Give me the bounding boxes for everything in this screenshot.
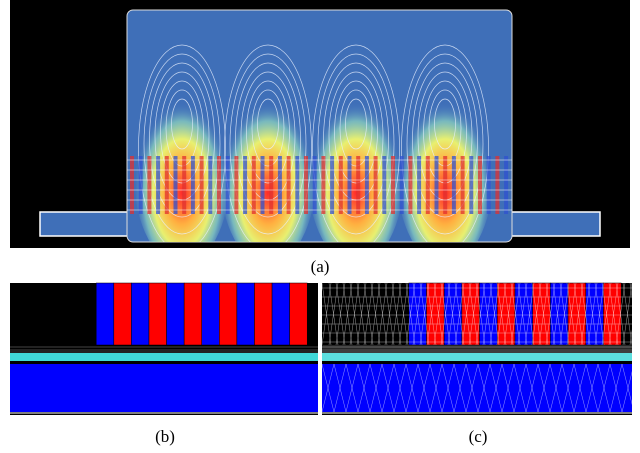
magnet-stripe bbox=[234, 156, 238, 214]
magnet-stripe bbox=[191, 156, 195, 214]
back-iron bbox=[10, 364, 318, 412]
magnet-stripe bbox=[408, 156, 412, 214]
magnet bbox=[149, 283, 167, 345]
magnet-stripe bbox=[461, 156, 465, 214]
magnet-stripe bbox=[426, 156, 430, 214]
magnet bbox=[184, 283, 202, 345]
magnet-stripe bbox=[182, 156, 186, 214]
magnet bbox=[167, 283, 185, 345]
magnet bbox=[272, 283, 290, 345]
magnet-stripe bbox=[374, 156, 378, 214]
caption: (b) bbox=[155, 427, 175, 446]
magnet-stripe bbox=[339, 156, 343, 214]
magnet-stripe bbox=[165, 156, 169, 214]
magnet bbox=[96, 283, 114, 345]
magnet bbox=[237, 283, 255, 345]
magnet-stripe bbox=[435, 156, 439, 214]
magnet-stripe bbox=[365, 156, 369, 214]
magnet-stripe bbox=[304, 156, 308, 214]
magnet-stripe bbox=[487, 156, 491, 214]
magnet-stripe bbox=[252, 156, 256, 214]
magnet-stripe bbox=[156, 156, 160, 214]
magnet bbox=[533, 283, 551, 345]
figure: (a) (b) (c) bbox=[0, 0, 640, 453]
magnet-stripe bbox=[243, 156, 247, 214]
magnet-stripe bbox=[295, 156, 299, 214]
magnet-stripe bbox=[348, 156, 352, 214]
magnet bbox=[254, 283, 272, 345]
magnet-stripe bbox=[200, 156, 204, 214]
magnet-stripe bbox=[382, 156, 386, 214]
model-geometry bbox=[10, 283, 318, 415]
magnet bbox=[114, 283, 132, 345]
mesh-view bbox=[322, 283, 639, 415]
gap-layer bbox=[10, 353, 318, 361]
magnet-stripe bbox=[469, 156, 473, 214]
magnet-stripe bbox=[391, 156, 395, 214]
magnet bbox=[603, 283, 621, 345]
magnet bbox=[131, 283, 149, 345]
magnet-stripe bbox=[174, 156, 178, 214]
caption: (a) bbox=[311, 257, 330, 276]
figure-canvas: (a) (b) (c) bbox=[0, 0, 640, 453]
magnet-stripe bbox=[443, 156, 447, 214]
magnet-stripe bbox=[147, 156, 151, 214]
magnet-stripe bbox=[504, 156, 508, 214]
magnet-stripe bbox=[417, 156, 421, 214]
magnet-stripe bbox=[321, 156, 325, 214]
magnet-stripe bbox=[130, 156, 134, 214]
magnet-stripe bbox=[330, 156, 334, 214]
magnet bbox=[462, 283, 480, 345]
magnet bbox=[515, 283, 533, 345]
magnet-stripe bbox=[400, 156, 404, 214]
magnet-stripe bbox=[278, 156, 282, 214]
magnet-stripe bbox=[478, 156, 482, 214]
magnet-stripe bbox=[313, 156, 317, 214]
magnet-stripe bbox=[356, 156, 360, 214]
magnet-stripe bbox=[269, 156, 273, 214]
magnet bbox=[290, 283, 308, 345]
caption: (c) bbox=[469, 427, 488, 446]
field-plot bbox=[10, 0, 630, 265]
magnet-stripe bbox=[208, 156, 212, 214]
magnet-stripe bbox=[217, 156, 221, 214]
magnet bbox=[568, 283, 586, 345]
magnet-stripe bbox=[139, 156, 143, 214]
magnet-stripe bbox=[287, 156, 291, 214]
magnet bbox=[202, 283, 220, 345]
magnet-stripe bbox=[495, 156, 499, 214]
back-iron bbox=[322, 364, 632, 412]
magnet bbox=[219, 283, 237, 345]
magnet-stripe bbox=[452, 156, 456, 214]
magnet bbox=[550, 283, 568, 345]
magnet-stripe bbox=[226, 156, 230, 214]
magnet bbox=[586, 283, 604, 345]
magnet bbox=[444, 283, 462, 345]
magnet-stripe bbox=[261, 156, 265, 214]
